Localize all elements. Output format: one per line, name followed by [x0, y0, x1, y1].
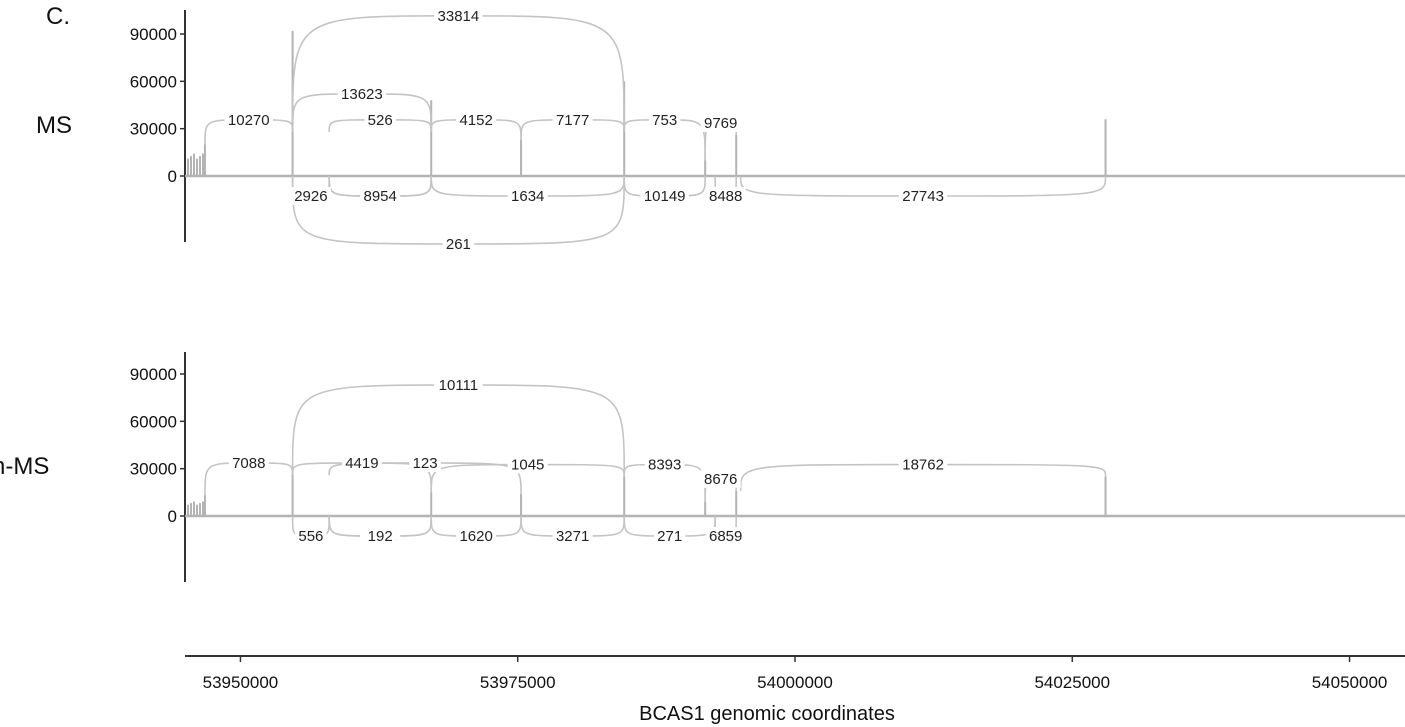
junction-label-bg: [337, 84, 387, 103]
coverage-ms: [185, 30, 1405, 178]
junction-label-bg: [640, 187, 689, 205]
x-tick-label: 54000000: [757, 673, 833, 692]
junction-labels-ms: 1027033814136237177526415275397692926668…: [224, 6, 948, 253]
junction-label-bg: [705, 187, 746, 205]
junction-labels-nms: 7088441910111104512383938676187625561572…: [228, 375, 948, 545]
x-axis: 53950000 53975000 54000000 54025000 54050000: [185, 655, 1405, 692]
x-axis-label: BCAS1 genomic coordinates: [639, 703, 895, 725]
x-tick-label: 54025000: [1034, 673, 1110, 692]
junction-label-bg: [456, 527, 497, 545]
x-tick-label: 53950000: [203, 673, 279, 692]
y-tick-label: 60000: [130, 72, 177, 91]
panel-title-nms: n-MS: [0, 453, 49, 480]
y-tick-label: 30000: [130, 120, 177, 139]
junction-label: 753: [652, 112, 677, 129]
junction-label-bg: [644, 455, 685, 474]
junction-label-bg: [434, 375, 483, 394]
junction-label-bg: [898, 187, 948, 205]
junction-label: 7177: [556, 112, 589, 129]
junction-label: 192: [368, 528, 393, 545]
junction-label: 8488: [709, 188, 742, 205]
junction-label-bg: [552, 527, 593, 545]
junction-label: 2926: [294, 188, 327, 205]
junction-label: 261: [446, 236, 471, 253]
y-tick-label: 0: [168, 507, 177, 526]
junction-label: 1634: [511, 188, 544, 205]
junction-label: 7088: [232, 455, 265, 472]
junction-label: 10149: [644, 188, 686, 205]
y-tick-label: 30000: [130, 460, 177, 479]
junction-arc: [291, 175, 625, 245]
junction-label-bg: [653, 527, 686, 545]
panel-nms: n-MS 0 30000 60000 90000 7088 4419 10111 1045 1…: [0, 352, 1405, 582]
junction-label: 1045: [511, 457, 544, 474]
junction-label: 3271: [556, 528, 589, 545]
junction-label: 27743: [902, 188, 944, 205]
junction-label: 9769: [704, 115, 737, 132]
x-tick-label: 53975000: [480, 673, 556, 692]
y-tick-label: 0: [168, 167, 177, 186]
junction-label-bg: [456, 110, 497, 129]
y-tick-label: 60000: [130, 412, 177, 431]
junction-label: 18762: [902, 457, 944, 474]
junction-label: 4419: [345, 455, 378, 472]
y-tick-label: 90000: [130, 25, 177, 44]
junction-label: 123: [413, 455, 438, 472]
junction-label: 556: [298, 528, 323, 545]
junction-label-bg: [295, 527, 327, 545]
coverage-nms: [185, 474, 1405, 518]
junction-label: 8954: [364, 188, 397, 205]
junction-label-bg: [360, 187, 401, 205]
junction-label: 6859: [709, 528, 742, 545]
panel-ms: MS 0 30000 60000 90000 10270 33814 13623 7177 5…: [36, 6, 1405, 253]
junction-label-bg: [228, 453, 269, 472]
junction-label-bg: [341, 453, 382, 472]
junction-label: 526: [368, 112, 393, 129]
junction-label-bg: [364, 110, 396, 129]
y-axis-nms: 0 30000 60000 90000: [130, 352, 186, 582]
junction-label-bg: [705, 527, 746, 545]
junction-label-bg: [700, 113, 741, 132]
junction-label-bg: [442, 235, 475, 253]
junction-label-bg: [507, 187, 548, 205]
junction-label: 13623: [341, 86, 383, 103]
junction-label: 33814: [438, 8, 480, 25]
junction-label: 4152: [459, 112, 492, 129]
junction-label-bg: [364, 527, 396, 545]
junction-label-bg: [898, 455, 948, 474]
junction-label-bg: [700, 469, 741, 488]
junction-label: 8393: [648, 457, 681, 474]
junction-label-bg: [552, 110, 593, 129]
junction-label-bg: [409, 453, 441, 472]
y-tick-label: 90000: [130, 365, 177, 384]
junction-label-bg: [434, 6, 483, 25]
junction-label: 8676: [704, 471, 737, 488]
junction-label-bg: [290, 187, 331, 205]
junction-label-bg: [648, 110, 681, 129]
y-axis-ms: 0 30000 60000 90000: [130, 10, 186, 242]
junction-label-bg: [507, 455, 548, 474]
panel-title-ms: MS: [36, 112, 72, 139]
junction-arcs-ms: [204, 15, 1107, 245]
junction-label: 271: [657, 528, 682, 545]
junction-label-bg: [224, 110, 274, 129]
junction-label: 10111: [439, 377, 479, 394]
junction-label: 10270: [228, 112, 270, 129]
x-tick-label: 54050000: [1312, 673, 1388, 692]
junction-label: 1620: [459, 528, 492, 545]
panel-letter: C.: [46, 3, 70, 30]
